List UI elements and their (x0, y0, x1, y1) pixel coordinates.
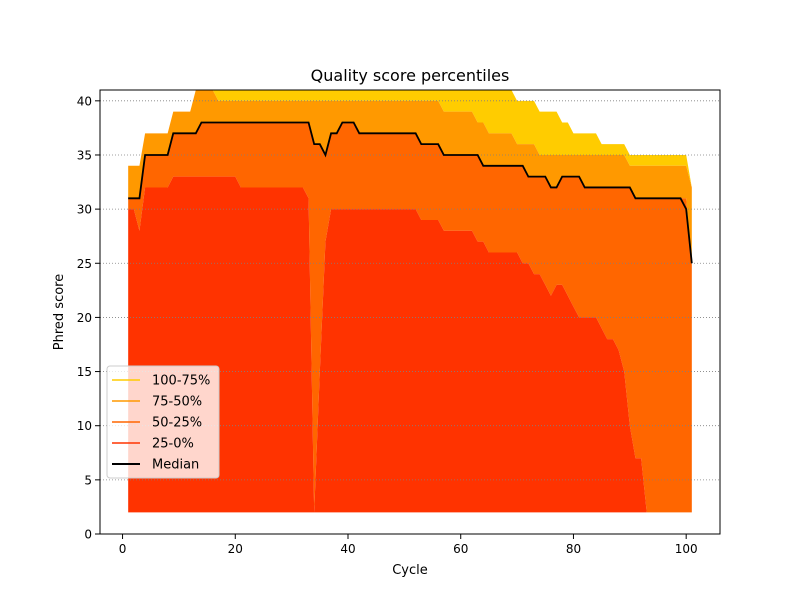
band-50-25% (128, 122, 692, 513)
x-tick-label: 0 (119, 542, 127, 556)
band-25-0% (128, 176, 692, 513)
legend-label: 50-25% (152, 416, 202, 431)
y-tick-label: 40 (77, 94, 92, 108)
y-tick-label: 25 (77, 257, 92, 271)
legend-box (106, 365, 220, 479)
legend: 100-75% 75-50% 50-25% 25-0% Median (106, 365, 220, 479)
y-tick-label: 35 (77, 148, 92, 162)
y-axis: 0 5 10 15 20 25 30 35 40 (77, 94, 100, 542)
x-tick-label: 80 (566, 542, 581, 556)
y-tick-label: 30 (77, 203, 92, 217)
y-tick-label: 0 (84, 528, 92, 542)
median-line (128, 121, 693, 264)
grid-lines (100, 100, 720, 481)
x-tick-label: 60 (453, 542, 468, 556)
y-axis-label: Phred score (52, 274, 67, 350)
y-tick-label: 15 (77, 365, 92, 379)
y-tick-label: 10 (77, 419, 92, 433)
legend-label: 25-0% (152, 437, 194, 452)
x-axis-label: Cycle (392, 563, 428, 578)
chart-title: Quality score percentiles (311, 66, 510, 85)
band-100-75% (128, 90, 692, 188)
x-axis: 0 20 40 60 80 100 (119, 534, 698, 556)
median-layer (128, 121, 693, 264)
plot-frame (99, 89, 721, 535)
plot-areas (128, 90, 692, 513)
x-tick-label: 100 (675, 542, 698, 556)
y-tick-label: 5 (84, 473, 92, 487)
x-tick-label: 40 (340, 542, 355, 556)
legend-label: Median (152, 458, 199, 473)
legend-label: 75-50% (152, 395, 202, 410)
band-75-50% (128, 90, 692, 264)
x-tick-label: 20 (228, 542, 243, 556)
y-tick-label: 20 (77, 311, 92, 325)
legend-label: 100-75% (152, 374, 210, 389)
